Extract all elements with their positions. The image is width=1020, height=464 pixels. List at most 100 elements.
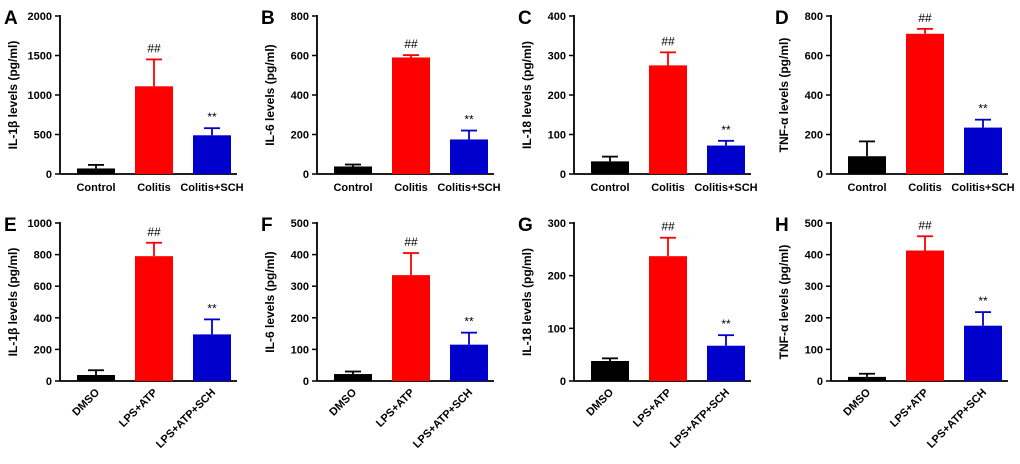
bar xyxy=(392,275,430,381)
panel-letter: E xyxy=(4,215,17,236)
x-category-label: Colitis xyxy=(908,182,942,194)
bar xyxy=(591,360,629,381)
bar xyxy=(135,86,173,174)
x-category-label: Colitis+SCH xyxy=(951,182,1014,194)
significance-label: ** xyxy=(464,315,474,329)
y-tick-label: 1500 xyxy=(28,51,52,63)
panel-letter: G xyxy=(518,215,533,236)
x-category-label: DMSO xyxy=(327,386,359,418)
y-axis-label: TNF-α levels (pg/ml) xyxy=(777,38,791,153)
panel-letter: H xyxy=(775,215,789,236)
y-tick-label: 100 xyxy=(548,130,566,142)
x-category-label: LPS+ATP xyxy=(888,387,931,430)
panel-letter: F xyxy=(261,215,273,236)
panel-c: C IL-18 levels (pg/ml) 0 100 200 300 400 Contro… xyxy=(518,8,758,194)
y-axis-label: IL-6 levels (pg/ml) xyxy=(263,44,277,145)
x-category-label: LPS+ATP+SCH xyxy=(925,387,989,451)
x-category-label: Control xyxy=(333,182,372,194)
bar xyxy=(450,139,488,174)
y-axis-label: IL-18 levels (pg/ml) xyxy=(520,248,534,356)
panel-a: A IL-1β levels (pg/ml) 0 500 1000 1500 2000 Con… xyxy=(4,8,244,194)
panel-e: E IL-1β levels (pg/ml) 0 200 400 600 800 1000 DM… xyxy=(4,215,237,451)
x-category-label: LPS+ATP+SCH xyxy=(154,387,218,451)
y-tick-label: 400 xyxy=(291,90,309,102)
significance-label: ** xyxy=(721,123,731,137)
y-tick-label: 0 xyxy=(560,376,566,388)
y-tick-label: 200 xyxy=(34,344,52,356)
y-tick-label: 1000 xyxy=(28,218,52,230)
x-category-label: LPS+ATP xyxy=(374,387,417,430)
y-tick-label: 0 xyxy=(303,169,309,181)
bar xyxy=(848,156,886,174)
y-tick-label: 500 xyxy=(805,218,823,230)
y-axis-label: TNF-α levels (pg/ml) xyxy=(777,245,791,360)
bar xyxy=(334,374,372,381)
x-category-label: Colitis xyxy=(137,182,171,194)
significance-label: ** xyxy=(721,317,731,331)
bar xyxy=(649,65,687,174)
bar xyxy=(77,374,115,381)
y-tick-label: 2000 xyxy=(28,11,52,23)
x-category-label: LPS+ATP xyxy=(117,387,160,430)
x-category-label: Colitis+SCH xyxy=(180,182,243,194)
bar xyxy=(193,135,231,174)
bar xyxy=(649,256,687,381)
y-tick-label: 400 xyxy=(805,250,823,262)
y-tick-label: 300 xyxy=(548,51,566,63)
significance-label: ** xyxy=(464,113,474,127)
x-category-label: Control xyxy=(590,182,629,194)
bar xyxy=(193,334,231,381)
y-tick-label: 100 xyxy=(805,344,823,356)
y-tick-label: 600 xyxy=(291,51,309,63)
y-tick-label: 0 xyxy=(817,169,823,181)
y-tick-label: 300 xyxy=(805,281,823,293)
bar xyxy=(964,127,1002,174)
panel-letter: A xyxy=(4,8,18,29)
y-tick-label: 100 xyxy=(548,323,566,335)
significance-label: ## xyxy=(661,220,675,234)
y-tick-label: 200 xyxy=(291,130,309,142)
x-category-label: Colitis xyxy=(651,182,685,194)
bar xyxy=(392,57,430,174)
y-axis-label: IL-1β levels (pg/ml) xyxy=(6,41,20,150)
bar xyxy=(450,344,488,381)
y-tick-label: 0 xyxy=(46,376,52,388)
x-category-label: Control xyxy=(76,182,115,194)
panel-h: H TNF-α levels (pg/ml) 0 100 200 300 400 500 DMS… xyxy=(775,215,1008,451)
bar xyxy=(591,161,629,174)
bar xyxy=(334,166,372,174)
y-tick-label: 300 xyxy=(291,281,309,293)
bar xyxy=(848,376,886,381)
bar xyxy=(964,325,1002,381)
bar xyxy=(135,256,173,381)
y-tick-label: 200 xyxy=(291,313,309,325)
x-category-label: Colitis xyxy=(394,182,428,194)
panel-letter: B xyxy=(261,8,275,29)
y-tick-label: 500 xyxy=(291,218,309,230)
panel-d: D TNF-α levels (pg/ml) 0 200 400 600 800 Contro… xyxy=(775,8,1015,194)
x-category-label: Colitis+SCH xyxy=(437,182,500,194)
y-tick-label: 1000 xyxy=(28,90,52,102)
y-tick-label: 600 xyxy=(34,281,52,293)
y-axis-label: IL-6 levels (pg/ml) xyxy=(263,251,277,352)
bar xyxy=(707,345,745,381)
x-category-label: Colitis+SCH xyxy=(694,182,757,194)
significance-label: ** xyxy=(207,110,217,124)
significance-label: ** xyxy=(207,301,217,315)
y-tick-label: 0 xyxy=(46,169,52,181)
y-tick-label: 800 xyxy=(291,11,309,23)
y-tick-label: 200 xyxy=(805,313,823,325)
y-tick-label: 200 xyxy=(548,271,566,283)
significance-label: ## xyxy=(404,37,418,51)
y-tick-label: 0 xyxy=(560,169,566,181)
y-tick-label: 0 xyxy=(817,376,823,388)
bar xyxy=(707,145,745,174)
bar xyxy=(906,33,944,175)
panel-f: F IL-6 levels (pg/ml) 0 100 200 300 400 500 DMSO… xyxy=(261,215,494,451)
significance-label: ## xyxy=(147,41,161,55)
y-tick-label: 800 xyxy=(805,11,823,23)
bar xyxy=(77,168,115,174)
y-tick-label: 100 xyxy=(291,344,309,356)
y-tick-label: 500 xyxy=(34,130,52,142)
